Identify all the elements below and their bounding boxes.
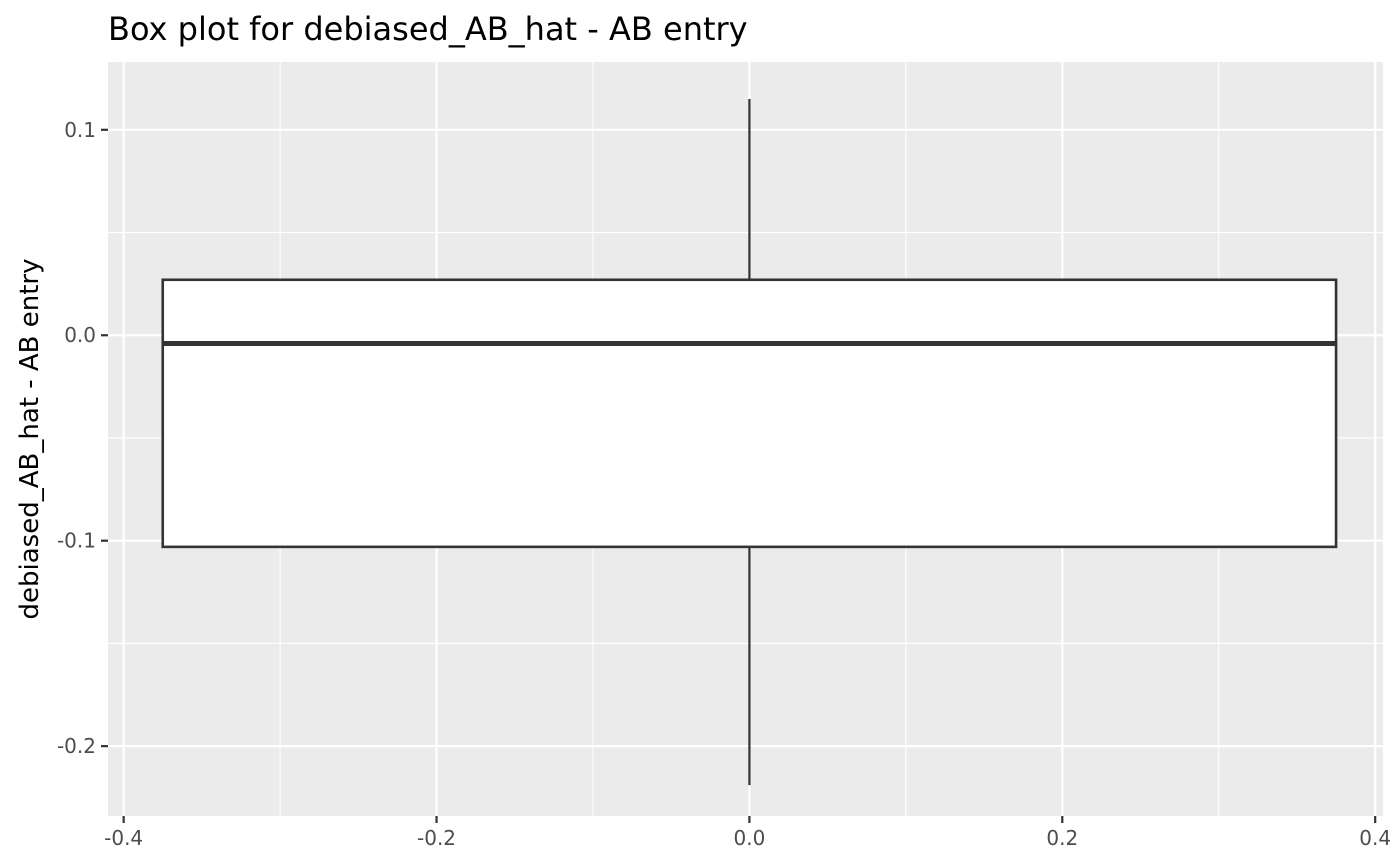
x-tick-label: -0.4 — [104, 826, 143, 850]
x-tick-label: 0.2 — [1046, 826, 1078, 850]
y-tick-label: -0.2 — [57, 734, 96, 758]
x-tick-label: 0.4 — [1359, 826, 1391, 850]
interquartile-box — [161, 278, 1338, 549]
box-layer — [161, 98, 1338, 786]
y-tick-label: 0.1 — [64, 118, 96, 142]
y-tick-label: 0.0 — [64, 323, 96, 347]
y-axis-label: debiased_AB_hat - AB entry — [15, 259, 45, 620]
y-axis: -0.2 -0.1 0.0 0.1 — [57, 118, 108, 758]
x-tick-label: 0.0 — [734, 826, 766, 850]
x-axis: -0.4 -0.2 0.0 0.2 0.4 — [104, 816, 1391, 850]
x-tick-label: -0.2 — [417, 826, 456, 850]
y-tick-label: -0.1 — [57, 529, 96, 553]
chart-title: Box plot for debiased_AB_hat - AB entry — [108, 10, 748, 48]
